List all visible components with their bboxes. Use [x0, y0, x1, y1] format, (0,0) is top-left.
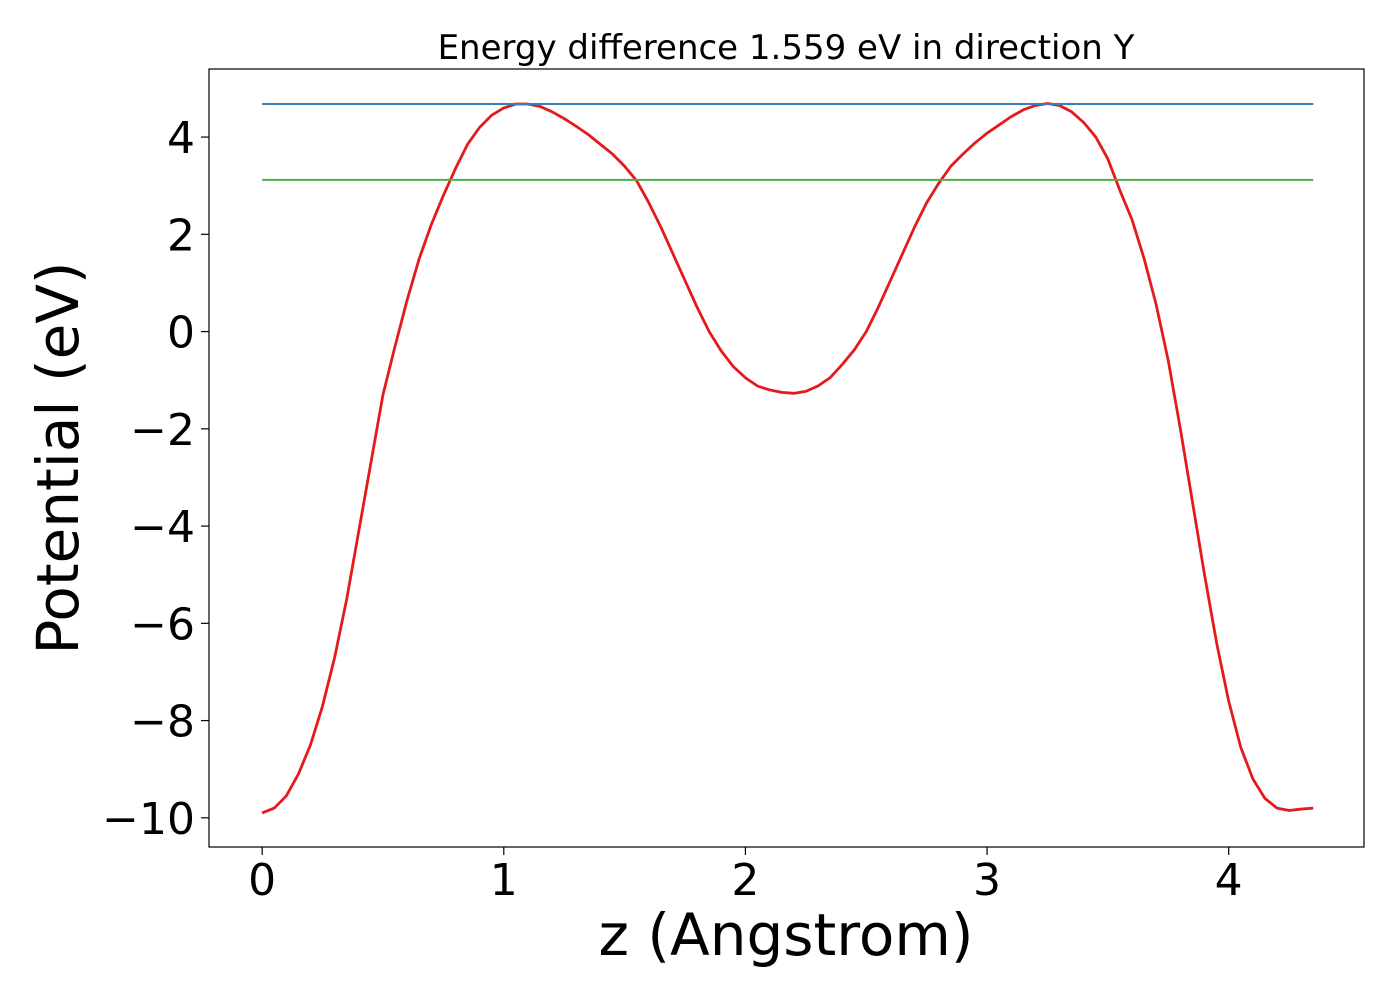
x-axis-ticks: 0 1 2 3 4 [248, 847, 1243, 906]
y-tick-label: 2 [167, 210, 195, 261]
y-axis-label: Potential (eV) [24, 261, 92, 654]
x-axis-label: z (Angstrom) [599, 901, 974, 969]
axes-frame [208, 68, 1365, 848]
x-tick-label: 4 [1215, 855, 1243, 906]
y-tick-label: −4 [130, 502, 195, 553]
y-tick-label: 4 [167, 113, 195, 164]
x-tick-label: 0 [248, 855, 276, 906]
x-tick-label: 2 [731, 855, 759, 906]
y-tick-label: −2 [130, 405, 195, 456]
chart-title: Energy difference 1.559 eV in direction … [438, 28, 1135, 68]
potential-curve [261, 102, 1314, 815]
y-axis-ticks: −10 −8 −6 −4 −2 0 2 4 [102, 113, 209, 845]
plot-area [261, 102, 1314, 815]
x-tick-label: 1 [490, 855, 518, 906]
y-tick-label: −8 [130, 697, 195, 748]
y-tick-label: −6 [130, 599, 195, 650]
y-tick-label: −10 [102, 794, 195, 845]
y-tick-label: 0 [167, 308, 195, 359]
x-tick-label: 3 [973, 855, 1001, 906]
